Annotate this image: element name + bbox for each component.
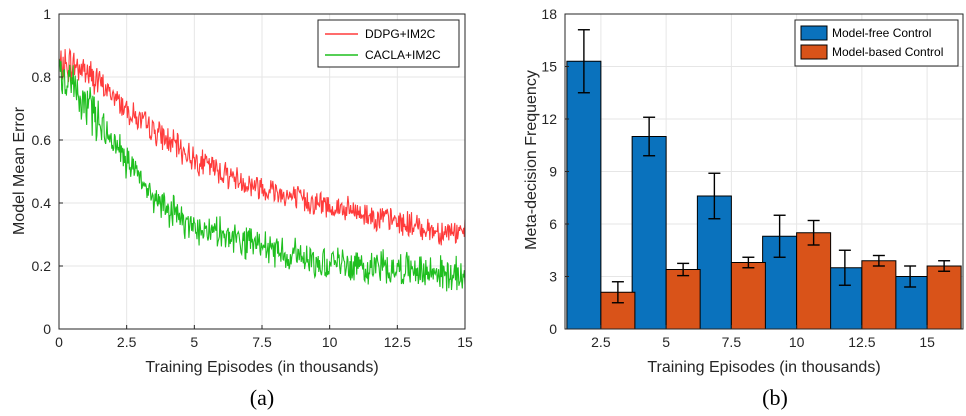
y-axis-label: Meta-decision Frequency: [523, 70, 540, 250]
x-tick-label: 10: [322, 334, 338, 350]
x-tick-label: 7.5: [722, 334, 742, 350]
y-tick-label: 9: [549, 164, 557, 180]
legend-swatch-model-free: [800, 25, 828, 41]
y-tick-label: 1: [43, 6, 51, 22]
bar-model-based: [861, 260, 897, 330]
panel-label-a: (a): [250, 385, 274, 410]
series-line-ddpg: [58, 47, 466, 246]
legend-label-ddpg: DDPG+IM2C: [365, 27, 436, 41]
x-tick-label: 5: [662, 334, 670, 350]
legend-box: [317, 19, 460, 68]
series-line-cacla: [58, 59, 466, 292]
series-lines: [58, 47, 466, 292]
x-tick-label: 10: [789, 334, 805, 350]
y-tick-label: 15: [541, 59, 557, 75]
y-tick-label: 18: [541, 6, 557, 22]
y-tick-label: 0.4: [32, 195, 52, 211]
y-tick-label: 0.8: [32, 69, 52, 85]
legend-label-cacla: CACLA+IM2C: [365, 48, 441, 62]
bar-model-based: [665, 269, 701, 330]
y-tick-label: 0: [549, 321, 557, 337]
bar-model-based: [926, 265, 962, 330]
x-tick-label: 0: [55, 334, 63, 350]
x-tick-label: 15: [457, 334, 473, 350]
x-axis-label: Training Episodes (in thousands): [647, 359, 880, 376]
legend-swatch-model-based: [800, 44, 828, 60]
bar-model-based: [796, 232, 832, 330]
y-tick-label: 3: [549, 269, 557, 285]
y-tick-label: 6: [549, 216, 557, 232]
x-tick-label: 12.5: [384, 334, 411, 350]
bar-model-based: [730, 262, 766, 330]
legend: Model-free Control Model-based Control: [794, 19, 959, 67]
panel-label-b: (b): [762, 385, 788, 410]
bar-model-free: [631, 136, 667, 330]
x-tick-label: 5: [190, 334, 198, 350]
y-tick-label: 0.6: [32, 132, 52, 148]
bar-chart-panel: 0 3 6 9 12 15 18 2.5 5 7.5 10 12.5 15 Training Episo…: [523, 6, 964, 410]
x-tick-label: 2.5: [591, 334, 611, 350]
legend-label-model-free: Model-free Control: [832, 26, 931, 40]
x-tick-label: 12.5: [848, 334, 875, 350]
tick-labels: 0 3 6 9 12 15 18 2.5 5 7.5 10 12.5 15: [541, 6, 935, 350]
bars: [566, 29, 962, 330]
y-tick-label: 0.2: [32, 258, 52, 274]
bar-model-free: [566, 60, 602, 330]
x-tick-label: 7.5: [252, 334, 272, 350]
x-tick-label: 2.5: [117, 334, 137, 350]
legend-label-model-based: Model-based Control: [832, 45, 943, 59]
tick-labels: 0 2.5 5 7.5 10 12.5 15 0 0.2 0.4 0.6 0.8 1: [32, 6, 473, 350]
line-chart-panel: 0 2.5 5 7.5 10 12.5 15 0 0.2 0.4 0.6 0.8 1 Training …: [11, 6, 473, 410]
x-axis-label: Training Episodes (in thousands): [145, 359, 378, 376]
y-tick-label: 0: [43, 321, 51, 337]
y-axis-label: Model Mean Error: [11, 106, 28, 235]
x-tick-label: 15: [919, 334, 935, 350]
y-tick-label: 12: [541, 111, 557, 127]
legend: DDPG+IM2C CACLA+IM2C: [317, 19, 460, 68]
